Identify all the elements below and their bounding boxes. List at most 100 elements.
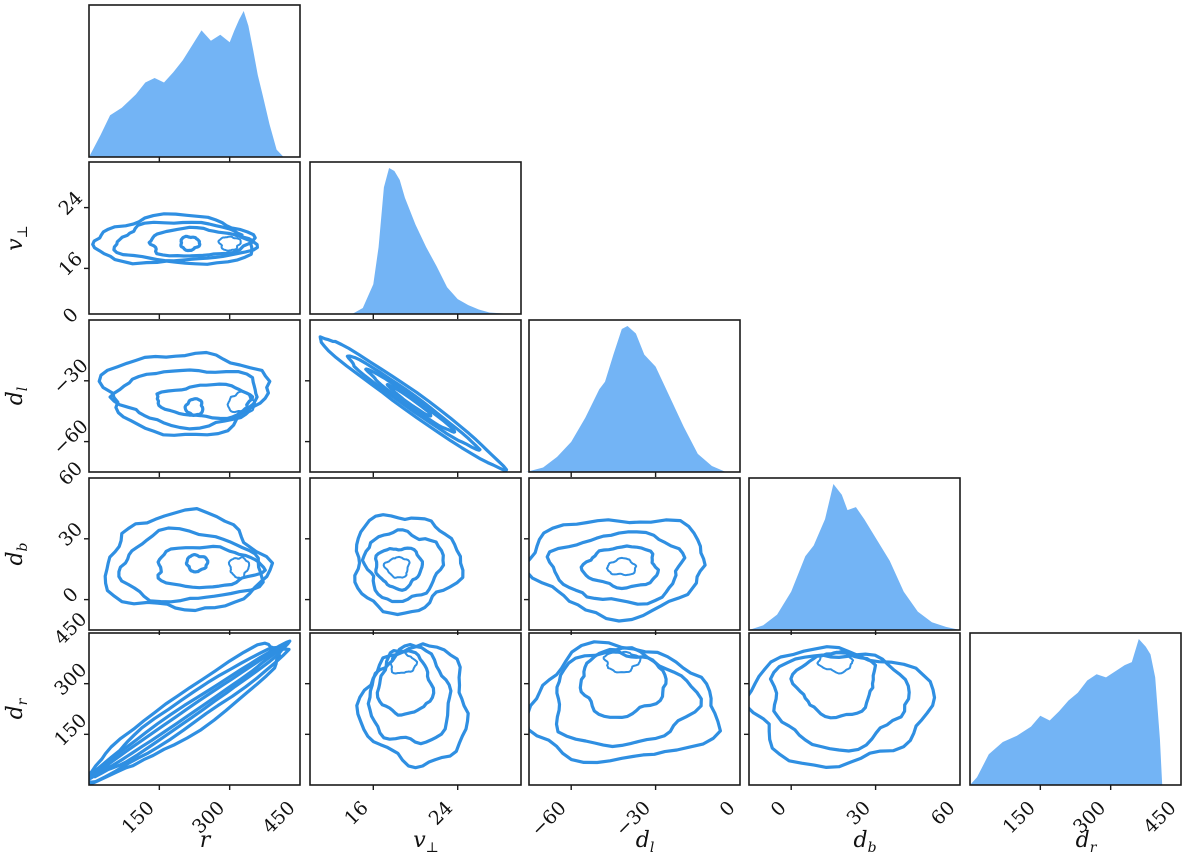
histogram-r [89,11,284,157]
axes-frame [88,319,301,473]
axes-frame [88,161,301,315]
contour-dl-vperp-3 [385,382,433,418]
x-axis-label-db: db [854,828,877,854]
contour-dl-vperp-1 [345,354,482,452]
x-axis-label-r: r [200,828,212,853]
y-tick-label-vperp: 16 [54,248,87,281]
y-tick-label-dl: 0 [59,304,83,328]
y-axis-label-dr: dr [3,697,31,719]
axes-frame [88,632,301,786]
y-tick-label-vperp: 24 [54,187,87,220]
y-tick-label-dr: 150 [50,709,91,750]
contour-dl-r-1 [108,368,259,431]
contour-dr-vperp-1 [366,642,453,746]
x-tick-label-r: 150 [118,797,159,838]
contour-db-vperp-0 [353,513,465,617]
x-tick-label-vperp: 24 [425,797,458,830]
contour-db-r-4 [227,556,251,580]
y-axis-label-vperp: v⊥ [3,225,31,251]
contour-dl-r-3 [183,397,205,417]
panel-db-vperp [305,477,522,635]
y-tick-label-db: 60 [54,457,87,490]
x-tick-label-dr: 150 [999,797,1040,838]
contour-dr-vperp-3 [389,650,419,675]
axes-frame [528,632,741,786]
contour-db-r-2 [156,544,267,590]
contour-dr-dl-1 [554,646,703,749]
contour-dl-vperp-0 [318,335,509,472]
contour-dr-db-0 [749,645,937,769]
x-tick-label-vperp: 16 [340,797,373,830]
axes-frame [748,477,961,631]
x-tick-label-dl: 0 [715,797,739,821]
axes-frame [309,161,522,315]
panel-dr-r [84,632,301,790]
x-tick-label-dl: −60 [527,797,571,841]
contour-dl-r-4 [226,390,256,415]
axes-frame [528,319,741,473]
histogram-dl [526,326,726,472]
contour-dl-r-0 [97,350,272,437]
contour-db-r-0 [103,507,275,613]
contour-dl-r-2 [155,382,255,421]
x-axis-label-dr: dr [1076,828,1098,854]
histogram-vperp [352,168,511,314]
contour-dr-r-0 [89,641,281,785]
contour-dr-db-1 [768,652,911,753]
panel-dl-vperp [305,319,522,477]
x-tick-label-dr: 450 [1139,797,1180,838]
contour-dr-r-3 [89,642,289,782]
contour-db-vperp-1 [360,528,446,604]
axes-frame [309,632,522,786]
contour-db-dl-1 [545,530,687,606]
histogram-db [749,484,960,630]
panel-dr-dr [969,632,1182,790]
panel-db-r [84,477,301,635]
contour-db-r-1 [117,526,265,604]
panel-db-db [748,477,961,635]
axes-frame [88,477,301,631]
y-axis-label-db: db [3,542,31,565]
contour-vperp-r-2 [147,225,254,258]
y-tick-label-dl: −30 [49,355,93,399]
panel-dr-db [744,632,961,790]
contour-vperp-r-1 [112,220,259,263]
panel-r-r [88,4,301,162]
contour-db-vperp-3 [382,555,411,579]
y-tick-label-dr: 300 [50,659,91,700]
x-tick-label-db: 0 [767,797,791,821]
axes-frame [748,632,961,786]
axes-frame [528,477,741,631]
panel-dr-vperp [305,632,522,790]
panel-db-dl [524,477,741,635]
contour-vperp-r-0 [91,212,257,266]
histogram-dr [970,639,1163,785]
x-tick-label-db: 30 [842,797,875,830]
axes-frame [309,477,522,631]
x-tick-label-db: 60 [927,797,960,830]
contour-dl-vperp-2 [364,367,457,434]
contour-dr-vperp-0 [355,642,470,770]
contour-vperp-r-4 [217,235,242,252]
contour-vperp-r-3 [179,234,202,253]
panel-vperp-r [84,161,301,319]
contour-db-dl-3 [605,556,638,577]
axes-frame [309,319,522,473]
axes-frame [88,4,301,158]
x-axis-label-vperp: v⊥ [413,828,439,854]
contour-dr-dl-0 [529,640,722,765]
contour-dr-dl-2 [578,647,668,719]
panel-dl-dl [526,319,741,477]
contour-db-vperp-2 [374,546,424,592]
contour-dr-dl-3 [602,650,642,674]
y-tick-label-dr: 450 [50,608,91,649]
y-tick-label-db: 30 [54,518,87,551]
contour-db-r-3 [184,553,210,574]
y-axis-label-dl: dl [3,387,31,406]
x-axis-label-dl: dl [636,828,655,854]
contour-dr-db-3 [816,649,855,675]
contour-dr-db-2 [789,651,878,720]
x-tick-label-r: 450 [258,797,299,838]
panel-vperp-vperp [309,161,522,319]
